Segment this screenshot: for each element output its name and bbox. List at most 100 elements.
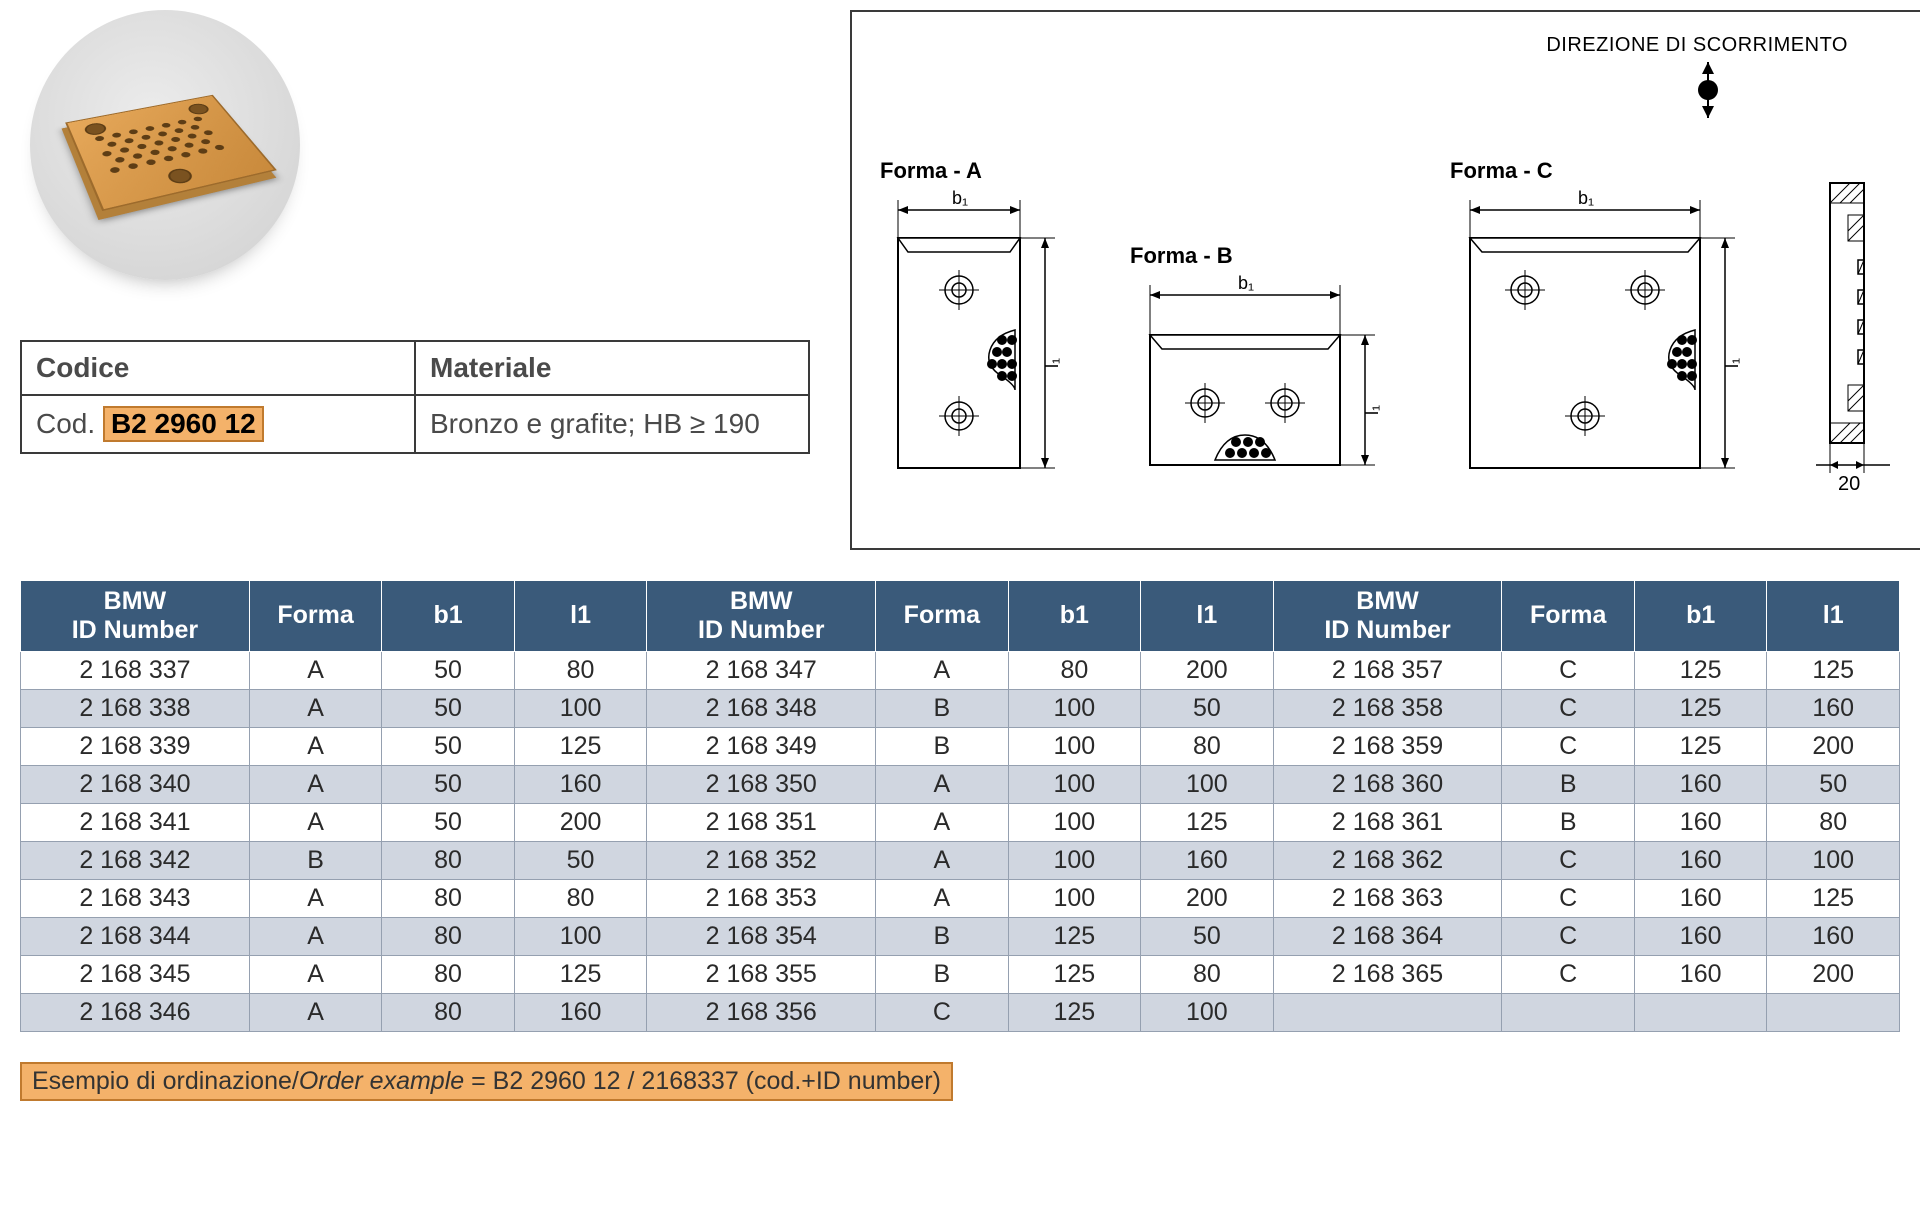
table-cell: 80 [382,917,514,955]
table-cell: 2 168 348 [647,689,876,727]
table-cell: 2 168 344 [21,917,250,955]
table-cell: 2 168 337 [21,651,250,689]
table-cell: 80 [382,841,514,879]
top-row: Codice Materiale Cod. B2 2960 12 Bronzo … [20,10,1900,550]
table-cell: 2 168 362 [1273,841,1502,879]
table-cell: 125 [1008,955,1140,993]
table-cell: 50 [514,841,646,879]
table-cell: 2 168 356 [647,993,876,1031]
table-cell: 125 [1767,651,1900,689]
table-cell: 160 [1767,917,1900,955]
table-cell [1273,993,1502,1031]
table-row: 2 168 338A501002 168 348B100502 168 358C… [21,689,1900,727]
table-cell: 200 [1141,651,1273,689]
table-cell: 80 [382,955,514,993]
table-cell: 2 168 346 [21,993,250,1031]
table-cell: 2 168 340 [21,765,250,803]
table-cell: B [249,841,381,879]
table-cell: 2 168 355 [647,955,876,993]
table-row: 2 168 339A501252 168 349B100802 168 359C… [21,727,1900,765]
table-cell: C [1502,651,1634,689]
table-cell: 100 [1008,803,1140,841]
th-b1-3: b1 [1634,581,1766,652]
table-cell: C [1502,879,1634,917]
table-cell: 100 [1008,765,1140,803]
th-b1-2: b1 [1008,581,1140,652]
table-cell: 125 [1008,993,1140,1031]
table-row: 2 168 344A801002 168 354B125502 168 364C… [21,917,1900,955]
table-cell: B [876,727,1008,765]
table-cell: 2 168 361 [1273,803,1502,841]
svg-text:l₁: l₁ [1362,405,1382,415]
th-forma-2: Forma [876,581,1008,652]
table-cell: 160 [514,993,646,1031]
table-row: 2 168 343A80802 168 353A1002002 168 363C… [21,879,1900,917]
table-cell: 2 168 353 [647,879,876,917]
product-plate [65,95,277,211]
svg-text:l₁: l₁ [1042,358,1062,368]
table-row: 2 168 340A501602 168 350A1001002 168 360… [21,765,1900,803]
table-cell: 100 [1008,727,1140,765]
table-cell: 2 168 359 [1273,727,1502,765]
table-cell: 100 [1141,993,1273,1031]
table-cell: 100 [514,689,646,727]
form-c-label: Forma - C [1450,158,1553,184]
table-cell: C [1502,841,1634,879]
table-cell: A [249,993,381,1031]
table-row: 2 168 346A801602 168 356C125100 [21,993,1900,1031]
table-cell: 100 [1008,879,1140,917]
table-cell: A [249,879,381,917]
table-cell: 2 168 349 [647,727,876,765]
table-cell: 50 [382,803,514,841]
info-table: Codice Materiale Cod. B2 2960 12 Bronzo … [20,340,810,454]
table-cell: 2 168 342 [21,841,250,879]
table-cell: 160 [1634,917,1766,955]
table-cell: 50 [382,689,514,727]
table-cell: 100 [1767,841,1900,879]
table-cell: 2 168 352 [647,841,876,879]
table-cell: 200 [1767,955,1900,993]
table-cell: 125 [514,727,646,765]
svg-text:b₁: b₁ [1238,275,1254,293]
table-cell: 80 [1008,651,1140,689]
th-id-1: BMWID Number [21,581,250,652]
table-cell: 80 [1767,803,1900,841]
th-l1-3: l1 [1767,581,1900,652]
direction-arrow-icon [1688,62,1728,118]
form-b-diagram: b₁ [1130,275,1390,500]
table-cell: 2 168 363 [1273,879,1502,917]
section-block: 20 [1810,165,1900,500]
table-cell: 80 [514,879,646,917]
table-cell: 100 [514,917,646,955]
table-cell: 2 168 343 [21,879,250,917]
table-cell: 160 [1767,689,1900,727]
table-cell: A [249,651,381,689]
order-example-eq: = B2 2960 12 / 2168337 (cod.+ID number) [464,1067,941,1095]
table-cell: 2 168 350 [647,765,876,803]
svg-text:20: 20 [1838,473,1860,495]
table-cell: 160 [1634,841,1766,879]
table-cell [1502,993,1634,1031]
table-cell: 125 [1634,689,1766,727]
table-cell: 160 [1634,803,1766,841]
table-cell: 160 [1634,879,1766,917]
table-cell: 2 168 357 [1273,651,1502,689]
table-cell: 125 [1008,917,1140,955]
table-cell: 2 168 360 [1273,765,1502,803]
table-cell: 80 [382,879,514,917]
form-c-block: Forma - C b₁ [1450,158,1750,500]
table-row: 2 168 341A502002 168 351A1001252 168 361… [21,803,1900,841]
table-row: 2 168 337A50802 168 347A802002 168 357C1… [21,651,1900,689]
table-cell: 2 168 364 [1273,917,1502,955]
table-cell: A [249,803,381,841]
order-example-highlight: Esempio di ordinazione/Order example = B… [20,1062,953,1101]
table-cell: 80 [1141,727,1273,765]
table-cell: 80 [514,651,646,689]
table-cell: 200 [1767,727,1900,765]
table-cell: 2 168 341 [21,803,250,841]
table-cell: 125 [1634,727,1766,765]
table-cell [1767,993,1900,1031]
table-cell: 50 [1141,689,1273,727]
table-cell: 125 [1141,803,1273,841]
table-cell [1634,993,1766,1031]
